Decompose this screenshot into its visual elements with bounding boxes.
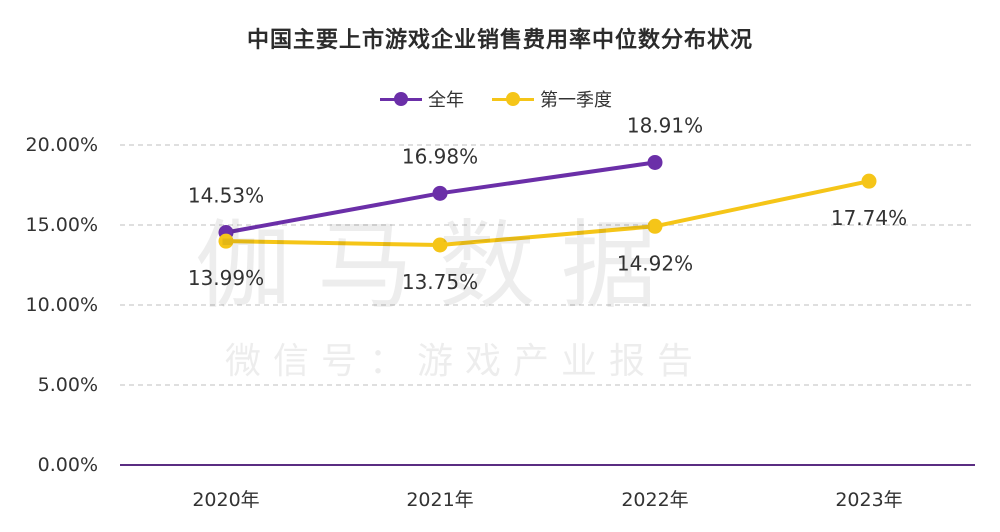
data-point-0 xyxy=(432,185,448,201)
data-label-1: 17.74% xyxy=(831,206,907,230)
chart-legend: 全年 第一季度 xyxy=(380,86,640,112)
y-tick-label: 5.00% xyxy=(38,374,98,396)
data-point-0 xyxy=(647,154,663,170)
legend-item-full-year: 全年 xyxy=(380,86,464,112)
data-label-0: 18.91% xyxy=(627,113,703,137)
data-point-1 xyxy=(432,237,448,253)
x-tick-label: 2023年 xyxy=(835,489,902,511)
data-label-0: 16.98% xyxy=(402,144,478,168)
legend-item-q1: 第一季度 xyxy=(492,86,612,112)
legend-label-q1: 第一季度 xyxy=(540,90,612,111)
data-point-1 xyxy=(647,218,663,234)
y-tick-label: 20.00% xyxy=(26,134,98,156)
legend-swatch-q1 xyxy=(492,92,534,106)
chart-title: 中国主要上市游戏企业销售费用率中位数分布状况 xyxy=(246,28,753,53)
y-tick-label: 0.00% xyxy=(38,454,98,476)
series-line-1 xyxy=(224,179,871,247)
data-label-1: 14.92% xyxy=(617,251,693,275)
y-tick-label: 10.00% xyxy=(26,294,98,316)
data-label-1: 13.99% xyxy=(188,266,264,290)
x-tick-label: 2020年 xyxy=(192,489,259,511)
y-tick-label: 15.00% xyxy=(26,214,98,236)
legend-label-full-year: 全年 xyxy=(428,90,464,111)
data-point-1 xyxy=(218,233,234,249)
data-label-0: 14.53% xyxy=(188,184,264,208)
x-tick-label: 2022年 xyxy=(621,489,688,511)
data-point-1 xyxy=(861,173,877,189)
data-label-1: 13.75% xyxy=(402,270,478,294)
legend-swatch-full-year xyxy=(380,92,422,106)
x-tick-label: 2021年 xyxy=(406,489,473,511)
